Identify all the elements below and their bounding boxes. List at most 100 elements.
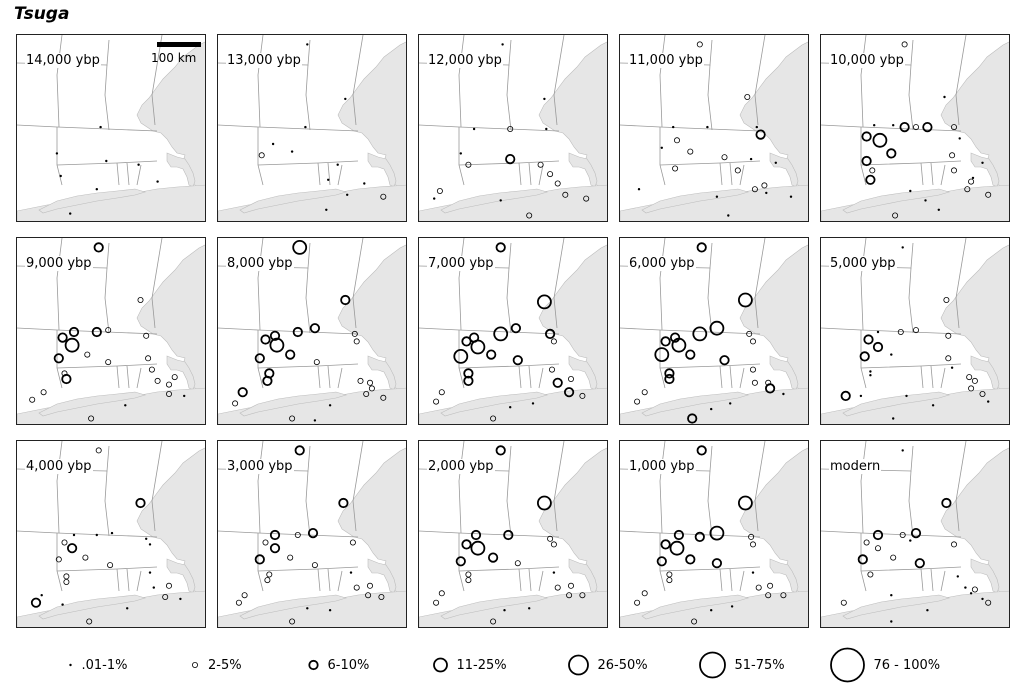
site-symbol bbox=[913, 327, 920, 334]
site-symbol bbox=[433, 197, 436, 200]
state-border bbox=[116, 365, 120, 389]
sea-area bbox=[440, 391, 549, 417]
legend-item: 51-75% bbox=[698, 645, 847, 685]
site-symbol bbox=[294, 445, 305, 456]
sea-area bbox=[218, 184, 406, 221]
site-symbol bbox=[99, 125, 102, 129]
site-symbol bbox=[767, 582, 774, 589]
sea-area bbox=[821, 590, 1009, 627]
site-symbol bbox=[554, 584, 561, 591]
site-symbol bbox=[40, 594, 43, 597]
site-symbol bbox=[914, 558, 925, 569]
site-symbol bbox=[165, 390, 172, 397]
state-border bbox=[317, 568, 321, 592]
state-border bbox=[940, 367, 946, 389]
site-symbol bbox=[505, 154, 516, 165]
site-symbol bbox=[313, 359, 320, 366]
site-symbol bbox=[325, 208, 328, 211]
site-symbol bbox=[327, 178, 330, 181]
state-border bbox=[659, 127, 666, 186]
site-symbol bbox=[105, 159, 108, 163]
state-border bbox=[56, 35, 63, 128]
site-symbol bbox=[93, 242, 104, 253]
map-panel: 5,000 ybp bbox=[820, 237, 1010, 425]
panel-label: 4,000 ybp bbox=[25, 459, 93, 474]
legend-label: 6-10% bbox=[327, 658, 370, 673]
site-symbol bbox=[672, 125, 675, 129]
state-border bbox=[104, 470, 110, 537]
site-symbol bbox=[890, 353, 893, 356]
site-symbol bbox=[789, 195, 793, 198]
state-border bbox=[518, 162, 522, 186]
site-symbol bbox=[674, 137, 681, 144]
site-symbol bbox=[510, 323, 522, 334]
site-symbol bbox=[306, 43, 309, 46]
state-border bbox=[729, 568, 733, 592]
site-symbol bbox=[554, 180, 561, 187]
state-border bbox=[218, 124, 359, 132]
site-symbol bbox=[943, 297, 950, 304]
base-map bbox=[419, 35, 607, 221]
state-border bbox=[821, 327, 962, 335]
site-symbol bbox=[913, 124, 920, 131]
state-border bbox=[659, 160, 761, 166]
map-panel: 1,000 ybp bbox=[619, 440, 809, 628]
site-symbol bbox=[509, 406, 512, 409]
site-symbol bbox=[721, 154, 728, 161]
site-symbol bbox=[465, 571, 472, 578]
site-symbol bbox=[264, 577, 271, 584]
panel-label: 6,000 ybp bbox=[628, 256, 696, 271]
site-symbol bbox=[931, 404, 935, 407]
state-border bbox=[707, 267, 713, 334]
site-symbol bbox=[654, 347, 670, 362]
site-symbol bbox=[872, 132, 888, 148]
sea-area bbox=[17, 590, 205, 627]
site-symbol bbox=[137, 297, 144, 304]
site-symbol bbox=[69, 212, 72, 215]
site-symbol bbox=[55, 556, 62, 563]
site-symbol bbox=[156, 180, 159, 183]
site-symbol bbox=[165, 582, 172, 589]
site-symbol bbox=[552, 571, 556, 574]
site-symbol bbox=[755, 584, 762, 591]
site-symbol bbox=[774, 161, 777, 164]
site-symbol bbox=[461, 539, 472, 550]
site-symbol bbox=[709, 525, 725, 541]
site-symbol bbox=[95, 533, 99, 537]
site-symbol bbox=[328, 609, 332, 612]
state-border bbox=[126, 162, 130, 186]
legend-symbol bbox=[432, 657, 448, 673]
state-border bbox=[538, 367, 544, 389]
state-border bbox=[719, 162, 723, 186]
site-symbol bbox=[727, 214, 730, 217]
site-symbol bbox=[287, 554, 294, 561]
site-symbol bbox=[154, 377, 161, 384]
site-symbol bbox=[68, 326, 80, 338]
site-symbol bbox=[926, 609, 929, 612]
site-symbol bbox=[363, 390, 370, 397]
panel-label: modern bbox=[829, 459, 882, 474]
site-symbol bbox=[692, 326, 708, 342]
site-symbol bbox=[472, 127, 476, 131]
site-symbol bbox=[751, 571, 755, 574]
site-symbol bbox=[966, 374, 973, 381]
site-symbol bbox=[945, 355, 952, 362]
state-border bbox=[136, 367, 142, 389]
site-symbol bbox=[664, 373, 675, 385]
site-symbol bbox=[749, 366, 756, 373]
site-symbol bbox=[890, 620, 893, 623]
base-map bbox=[620, 441, 808, 627]
state-border bbox=[56, 238, 63, 331]
site-symbol bbox=[461, 336, 472, 347]
site-symbol bbox=[545, 127, 548, 131]
state-border bbox=[218, 530, 359, 538]
site-symbol bbox=[909, 189, 912, 193]
map-panel: 2,000 ybp bbox=[418, 440, 608, 628]
site-symbol bbox=[981, 597, 984, 601]
panel-label: 11,000 ybp bbox=[628, 53, 704, 68]
site-symbol bbox=[55, 152, 59, 155]
state-border bbox=[860, 441, 867, 534]
site-symbol bbox=[148, 543, 152, 546]
map-panel: 11,000 ybp bbox=[619, 34, 809, 222]
site-symbol bbox=[637, 188, 641, 191]
